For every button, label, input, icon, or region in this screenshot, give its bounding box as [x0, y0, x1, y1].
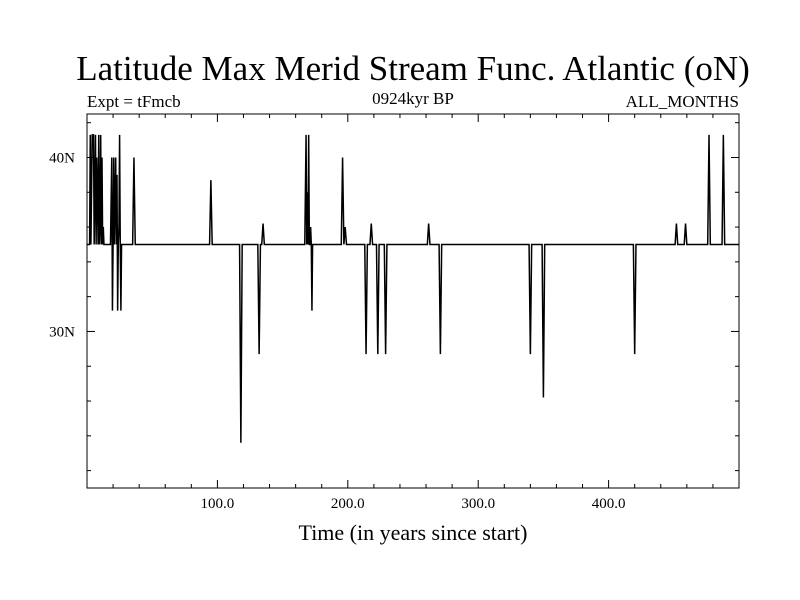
x-tick-label: 100.0 [201, 496, 235, 512]
y-tick-label: 30N [49, 324, 75, 340]
x-tick-label: 200.0 [331, 496, 365, 512]
x-tick-label: 400.0 [592, 496, 626, 512]
chart-subtitle-right: ALL_MONTHS [626, 92, 739, 111]
chart-subtitle-left: Expt = tFmcb [87, 92, 181, 111]
series-line-0 [87, 134, 739, 443]
series-group [87, 134, 739, 443]
y-tick-label: 40N [49, 150, 75, 166]
chart-subtitle-center: 0924kyr BP [372, 89, 454, 108]
chart-title: Latitude Max Merid Stream Func. Atlantic… [76, 49, 750, 88]
x-tick-label: 300.0 [461, 496, 495, 512]
plot-frame [86, 113, 740, 489]
x-axis-label: Time (in years since start) [299, 520, 528, 545]
